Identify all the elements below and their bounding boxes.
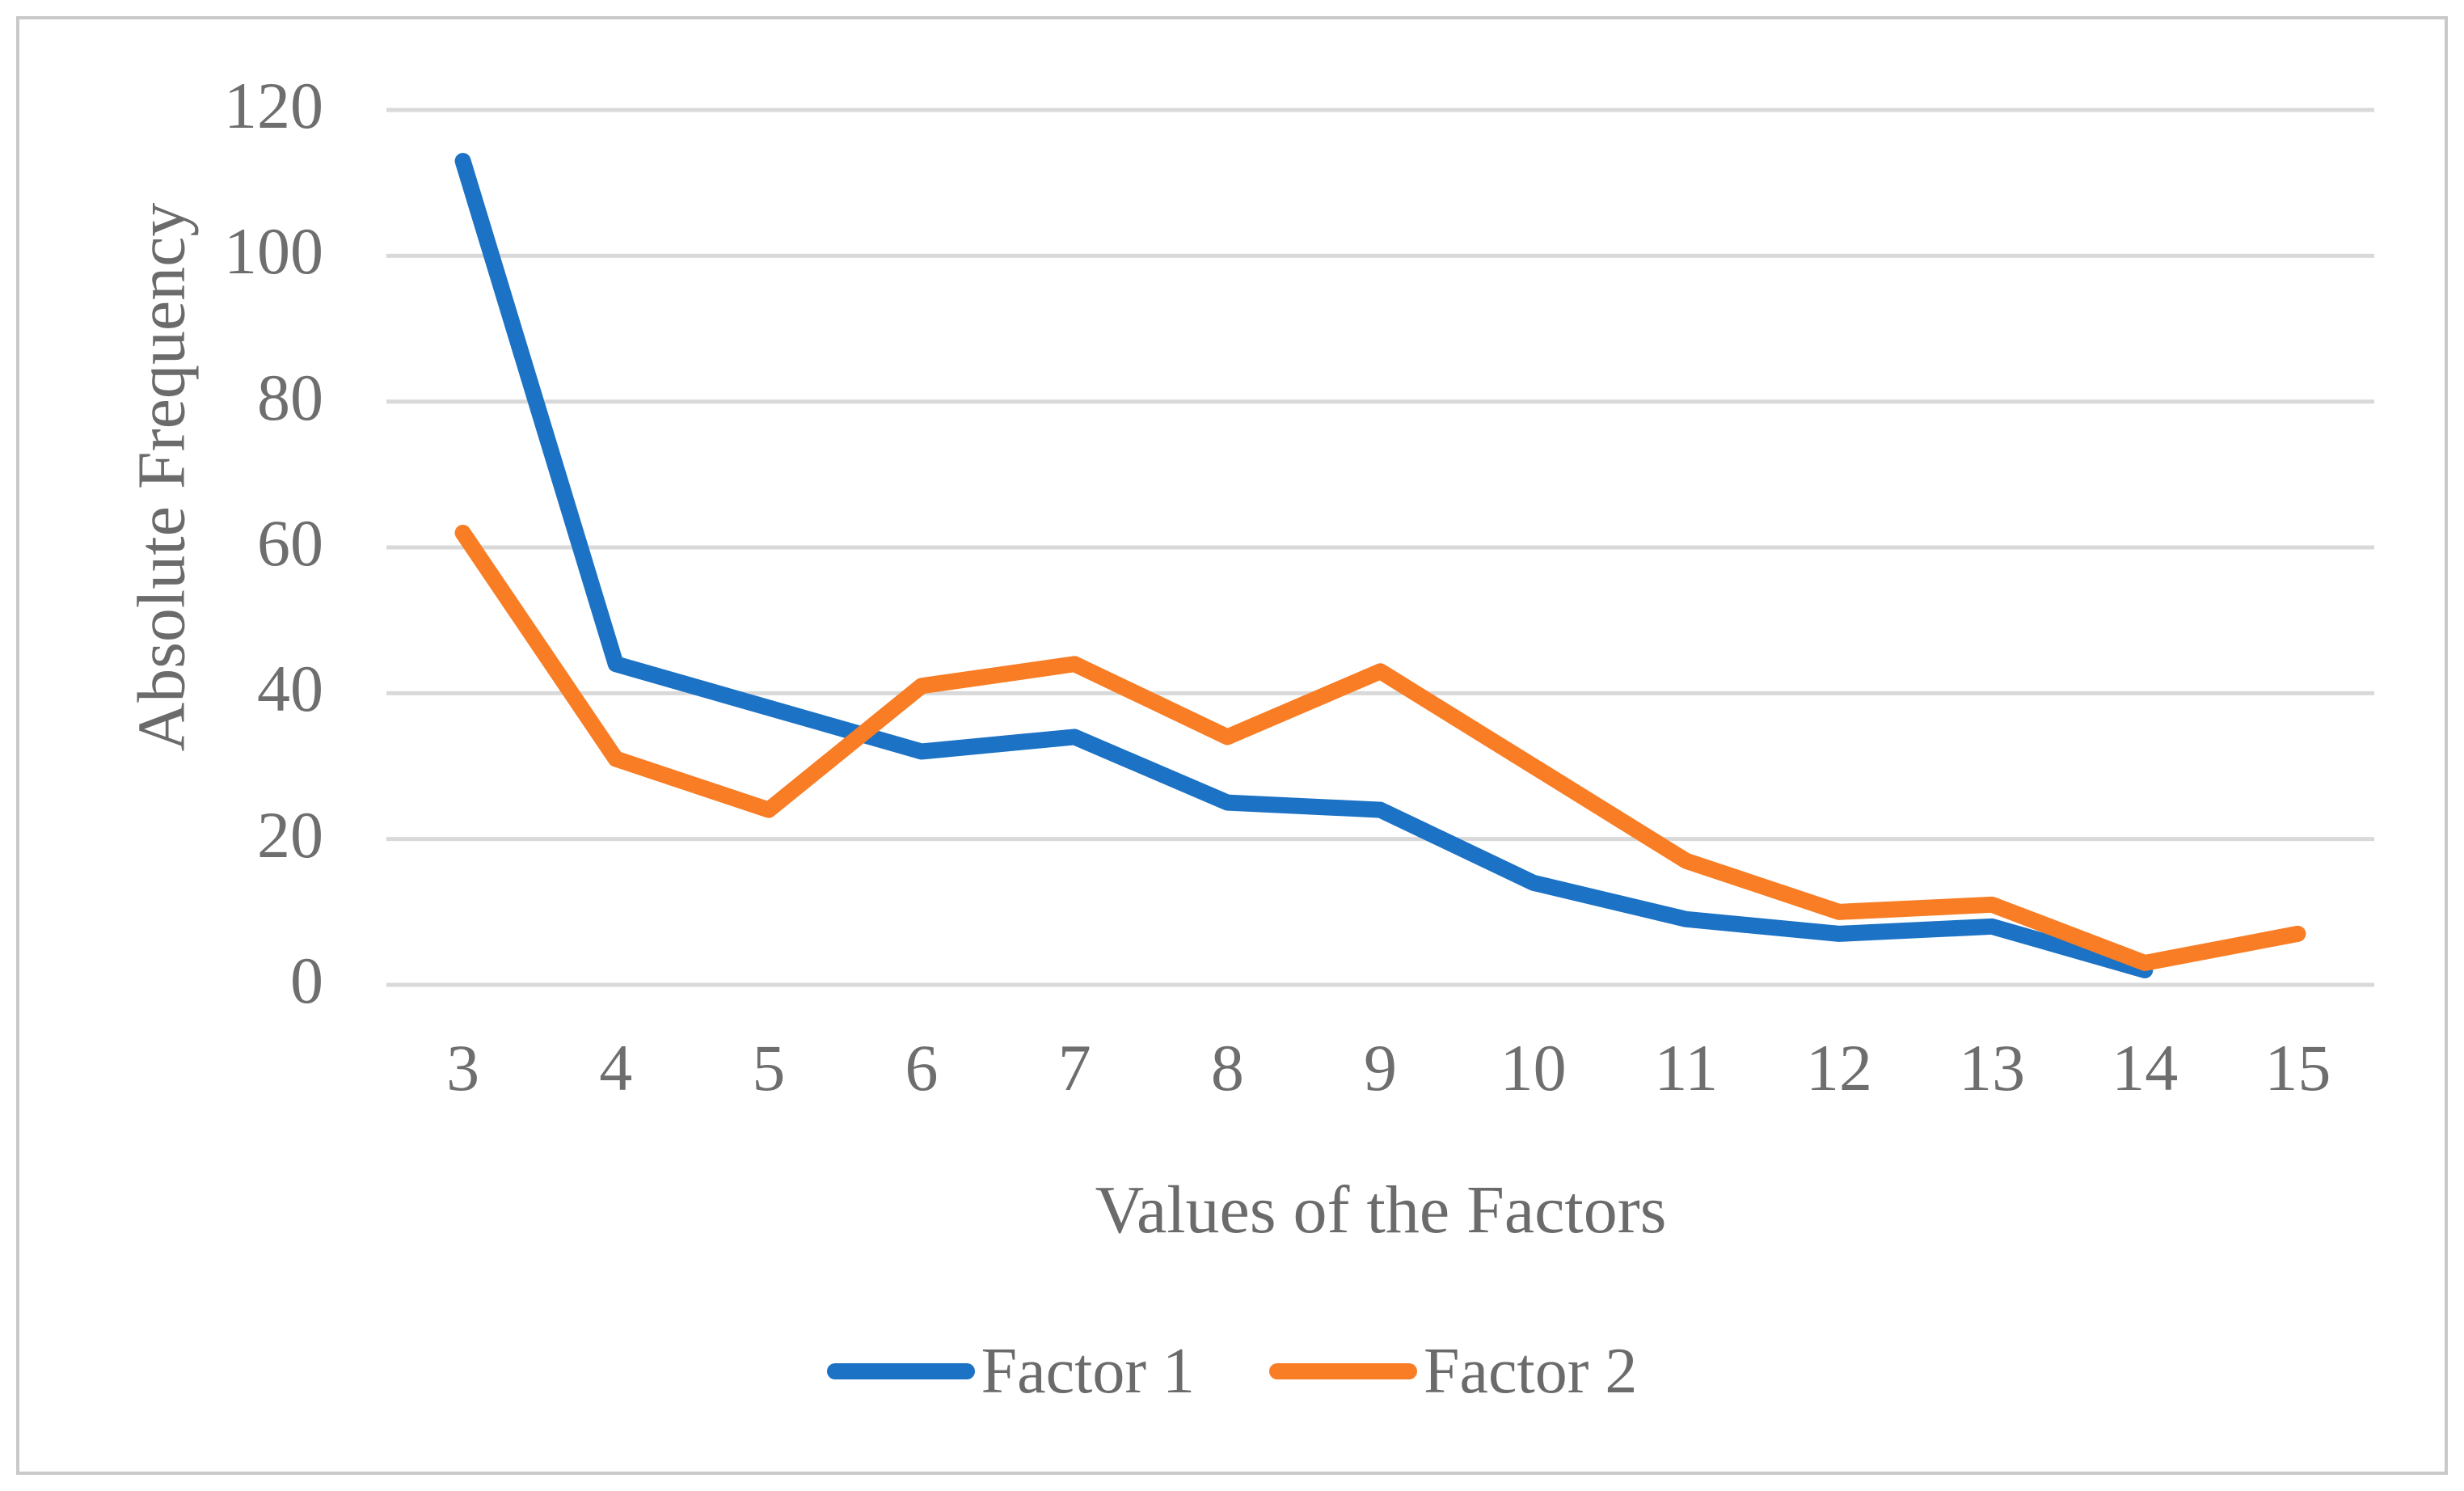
x-tick-label-9: 9 [1364,1031,1397,1105]
x-tick-label-14: 14 [2112,1031,2179,1105]
legend-label-factor-2: Factor 2 [1424,1335,1638,1407]
chart-border [16,16,2448,1475]
legend-line-swatch-factor-1 [826,1363,975,1379]
x-tick-label-15: 15 [2264,1031,2331,1105]
y-tick-label-0: 0 [290,944,323,1017]
y-tick-label-40: 40 [257,652,323,726]
x-tick-label-13: 13 [1959,1031,2026,1105]
x-axis-title: Values of the Factors [1095,1172,1667,1248]
legend-line-swatch-factor-2 [1269,1363,1417,1379]
legend-item-factor-2: Factor 2 [1269,1335,1637,1409]
y-tick-label-120: 120 [224,69,323,142]
x-tick-label-8: 8 [1210,1031,1244,1105]
x-tick-label-12: 12 [1805,1031,1872,1105]
legend-label-factor-1: Factor 1 [981,1335,1195,1407]
x-tick-label-6: 6 [905,1031,939,1105]
x-tick-label-4: 4 [599,1031,633,1105]
x-tick-label-5: 5 [752,1031,786,1105]
x-tick-label-7: 7 [1057,1031,1091,1105]
legend-item-factor-1: Factor 1 [826,1335,1195,1409]
x-tick-label-11: 11 [1654,1031,1719,1105]
legend: Factor 1 Factor 2 [0,1333,2464,1410]
series-line-factor-1 [454,153,2154,978]
x-tick-label-10: 10 [1500,1031,1567,1105]
x-tick-label-3: 3 [446,1031,480,1105]
y-tick-label-20: 20 [257,797,323,872]
y-tick-label-100: 100 [224,214,323,289]
series-line-factor-2 [454,524,2306,971]
y-tick-label-80: 80 [257,360,323,434]
y-tick-label-60: 60 [257,506,323,580]
